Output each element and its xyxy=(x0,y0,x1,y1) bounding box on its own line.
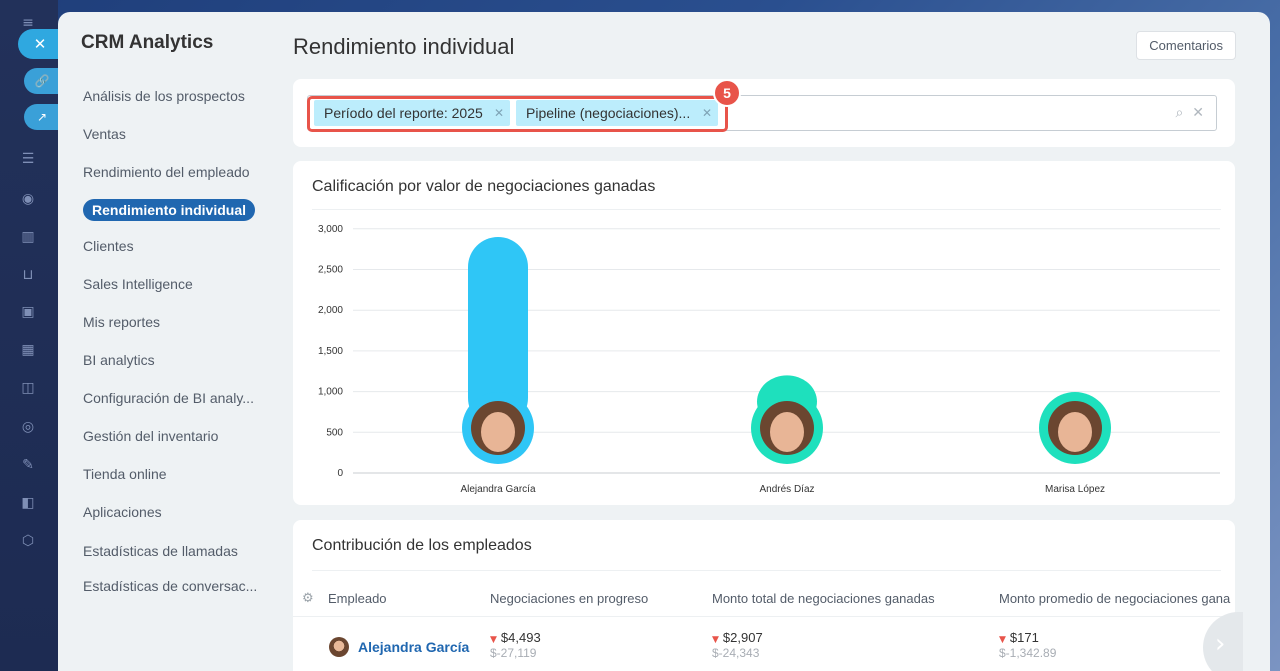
sidebar-item-ventas[interactable]: Ventas xyxy=(83,126,126,142)
annotation-badge: 5 xyxy=(713,79,741,107)
filter-actions: ⌕ ✕ xyxy=(1176,105,1204,121)
y-tick-label: 1,000 xyxy=(318,387,343,398)
comments-button[interactable]: Comentarios xyxy=(1136,31,1236,60)
in-progress-delta: $-27,119 xyxy=(490,646,537,660)
down-arrow-icon: ▼ xyxy=(999,635,1006,645)
remove-tag-icon[interactable]: ✕ xyxy=(701,106,712,120)
chart-icon[interactable]: ▥ xyxy=(21,229,35,245)
avatar-face xyxy=(1058,412,1092,452)
document-icon[interactable]: ◧ xyxy=(21,495,35,511)
table-title: Contribución de los empleados xyxy=(312,537,532,554)
page-title: Rendimiento individual xyxy=(293,34,515,59)
y-tick-label: 0 xyxy=(337,468,343,479)
chart-title: Calificación por valor de negociaciones … xyxy=(312,178,656,195)
sidebar-item-inventario[interactable]: Gestión del inventario xyxy=(83,428,219,444)
employee-name-link[interactable]: Alejandra García xyxy=(358,639,470,655)
sidebar-item-llamadas[interactable]: Estadísticas de llamadas xyxy=(83,543,238,559)
total-won-amount: $2,907 xyxy=(722,630,763,645)
bar-chart: 0 500 1,000 1,500 2,000 2,500 3,000 Alejandra … xyxy=(318,224,1220,495)
filter-tag-pipeline[interactable]: Pipeline (negociaciones)... ✕ xyxy=(516,100,718,126)
sidebar-item-rendimiento-empleado[interactable]: Rendimiento del empleado xyxy=(83,164,250,180)
x-tick-label: Alejandra García xyxy=(460,484,535,495)
avatar xyxy=(329,637,349,657)
avg-won-amount: $171 xyxy=(1009,630,1039,645)
box-icon[interactable]: ⬡ xyxy=(21,533,35,549)
sidebar-item-mis-reportes[interactable]: Mis reportes xyxy=(83,314,161,330)
y-tick-label: 2,000 xyxy=(318,305,343,316)
left-app-strip: ≡ ✕ 🔗 ↗ ☰ ◉ ▥ ⊔ ▣ ▦ ◫ ◎ ✎ ◧ ⬡ xyxy=(0,0,62,671)
search-icon[interactable]: ⌕ xyxy=(1175,105,1184,121)
y-tick-label: 500 xyxy=(326,427,343,438)
sidebar-item-bi-config[interactable]: Configuración de BI analy... xyxy=(83,390,254,406)
column-header-monto-promedio[interactable]: Monto promedio de negociaciones gana xyxy=(999,591,1231,606)
employee-contribution-card: Contribución de los empleados ⚙ Empleado… xyxy=(293,520,1235,671)
target-icon[interactable]: ◎ xyxy=(21,419,35,435)
open-new-window-button[interactable]: ↗ xyxy=(24,104,60,130)
down-arrow-icon: ▼ xyxy=(712,635,719,645)
remove-tag-icon[interactable]: ✕ xyxy=(493,106,504,120)
column-header-en-progreso[interactable]: Negociaciones en progreso xyxy=(490,591,649,606)
calendar-icon[interactable]: ▦ xyxy=(21,342,35,358)
header-divider xyxy=(293,616,1235,617)
divider xyxy=(312,209,1221,210)
filter-input[interactable]: Período del reporte: 2025 ✕ Pipeline (ne… xyxy=(307,95,1217,131)
divider xyxy=(312,570,1221,571)
in-progress-value: ▼ $4,493 xyxy=(490,630,541,645)
down-arrow-icon: ▼ xyxy=(490,635,497,645)
avatar-face xyxy=(770,412,804,452)
sidebar-item-rendimiento-individual[interactable]: Rendimiento individual xyxy=(83,199,256,221)
x-tick-label: Andrés Díaz xyxy=(759,484,814,495)
sidebar-item-tienda-online[interactable]: Tienda online xyxy=(83,466,167,482)
avg-won-delta: $-1,342.89 xyxy=(999,646,1057,660)
filter-icon[interactable]: ☰ xyxy=(21,151,35,167)
y-tick-label: 1,500 xyxy=(318,346,343,357)
y-tick-label: 2,500 xyxy=(318,265,343,276)
chart-card: Calificación por valor de negociaciones … xyxy=(293,161,1235,505)
column-header-empleado[interactable]: Empleado xyxy=(328,591,387,606)
in-progress-amount: $4,493 xyxy=(500,630,541,645)
pen-icon[interactable]: ✎ xyxy=(22,457,34,473)
y-tick-label: 3,000 xyxy=(318,224,343,235)
avg-won-value: ▼ $171 xyxy=(999,630,1039,645)
x-tick-label: Marisa López xyxy=(1045,484,1105,495)
menu-icon[interactable]: ≡ xyxy=(22,15,34,31)
sidebar-item-sales-intelligence[interactable]: Sales Intelligence xyxy=(83,276,193,292)
column-header-monto-total[interactable]: Monto total de negociaciones ganadas xyxy=(712,591,935,606)
close-slider-button[interactable]: ✕ xyxy=(18,29,62,59)
total-won-delta: $-24,343 xyxy=(712,646,760,660)
sidebar-item-aplicaciones[interactable]: Aplicaciones xyxy=(83,504,162,520)
filter-card: Período del reporte: 2025 ✕ Pipeline (ne… xyxy=(293,79,1235,147)
database-icon[interactable]: ◫ xyxy=(21,380,35,396)
sidebar-item-prospectos[interactable]: Análisis de los prospectos xyxy=(83,88,245,104)
sidebar-item-bi-analytics[interactable]: BI analytics xyxy=(83,352,155,368)
settings-gear-icon[interactable]: ⚙ xyxy=(302,591,314,606)
annotation-highlight-box xyxy=(307,96,728,132)
filter-tag-label: Período del reporte: 2025 xyxy=(324,105,483,121)
clear-filter-icon[interactable]: ✕ xyxy=(1192,105,1204,121)
filter-tag-period[interactable]: Período del reporte: 2025 ✕ xyxy=(314,100,510,126)
avatar-face xyxy=(481,412,515,452)
robot-icon[interactable]: ◉ xyxy=(21,191,35,207)
sidebar-title: CRM Analytics xyxy=(81,32,214,53)
contact-card-icon[interactable]: ▣ xyxy=(21,304,35,320)
analytics-slider-panel: CRM Analytics Análisis de los prospectos… xyxy=(58,12,1270,671)
sidebar-item-clientes[interactable]: Clientes xyxy=(83,238,134,254)
total-won-value: ▼ $2,907 xyxy=(712,630,763,645)
sidebar-item-conversaciones[interactable]: Estadísticas de conversac... xyxy=(83,578,258,594)
copy-link-button[interactable]: 🔗 xyxy=(24,68,60,94)
cart-icon[interactable]: ⊔ xyxy=(22,267,34,283)
bar[interactable] xyxy=(468,236,528,428)
filter-tag-label: Pipeline (negociaciones)... xyxy=(526,105,691,121)
